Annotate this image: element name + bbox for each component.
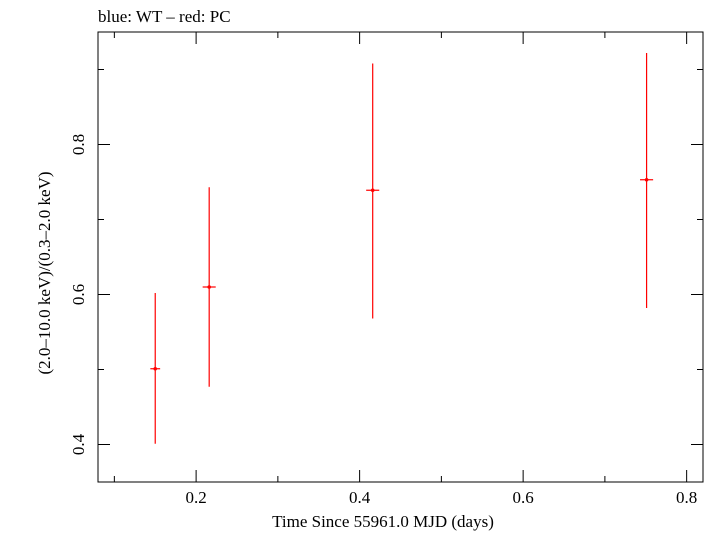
data-point [366,63,380,319]
data-point [202,187,216,387]
x-axis-label: Time Since 55961.0 MJD (days) [272,512,494,531]
y-axis-label: (2.0–10.0 keV)/(0.3–2.0 keV) [35,171,54,374]
y-tick-label: 0.4 [69,433,88,455]
data-point [640,53,654,308]
point-marker [644,177,649,182]
point-marker [153,366,158,371]
x-tick-label: 0.2 [185,488,206,507]
point-marker [207,285,211,289]
x-tick-label: 0.8 [676,488,697,507]
x-tick-label: 0.4 [349,488,371,507]
data-points [150,53,654,444]
axis-ticks [98,32,703,482]
x-tick-label: 0.6 [513,488,534,507]
chart-title: blue: WT – red: PC [98,7,231,26]
y-tick-label: 0.8 [69,134,88,155]
plot-frame [97,31,704,483]
tick-labels: 0.2 0.4 0.6 0.8 0.4 0.6 0.8 [69,134,697,507]
y-tick-label: 0.6 [69,284,88,305]
data-point [150,293,161,444]
point-marker [370,188,375,193]
